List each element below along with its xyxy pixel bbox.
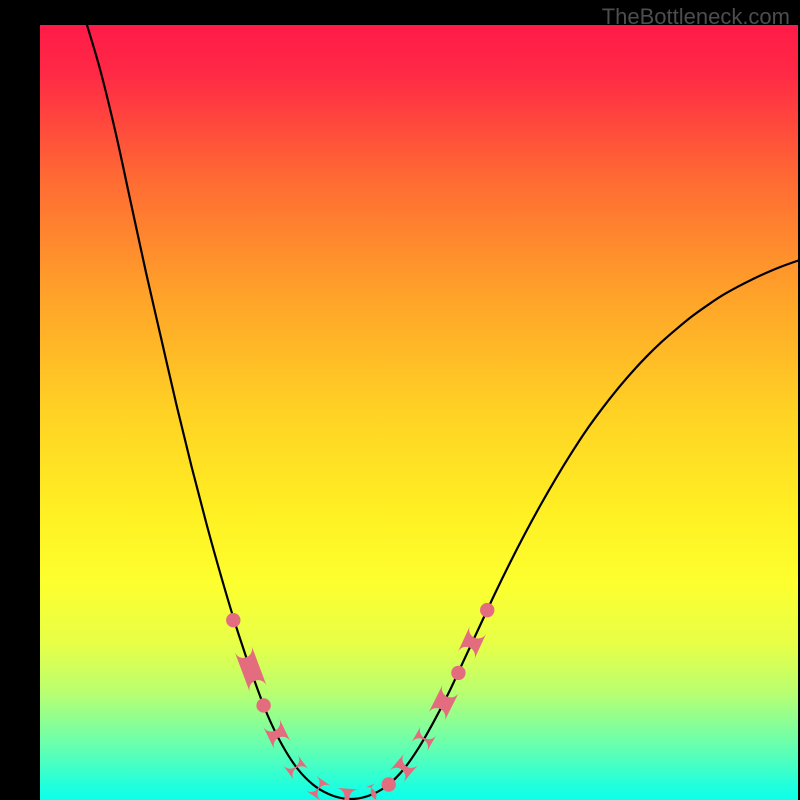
chart-plot-area — [40, 25, 798, 800]
marker-dot — [451, 666, 465, 680]
bottleneck-curve-chart — [40, 25, 798, 800]
chart-background — [40, 25, 798, 800]
marker-dot — [256, 698, 270, 712]
watermark-text: TheBottleneck.com — [602, 4, 790, 30]
marker-dot — [480, 603, 494, 617]
marker-dot — [381, 777, 395, 791]
marker-dot — [226, 613, 240, 627]
